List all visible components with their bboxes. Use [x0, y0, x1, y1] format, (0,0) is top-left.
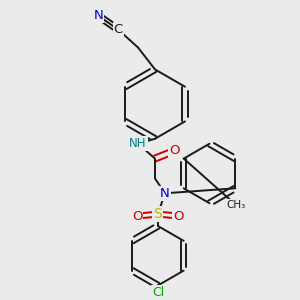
Text: O: O	[132, 210, 142, 223]
Text: C: C	[114, 23, 123, 36]
Text: O: O	[169, 144, 180, 157]
Text: O: O	[173, 210, 184, 223]
Text: CH₃: CH₃	[226, 200, 246, 210]
Text: N: N	[94, 9, 103, 22]
Text: NH: NH	[129, 137, 147, 150]
Text: S: S	[154, 207, 162, 221]
Text: N: N	[160, 187, 170, 200]
Text: Cl: Cl	[152, 286, 164, 299]
